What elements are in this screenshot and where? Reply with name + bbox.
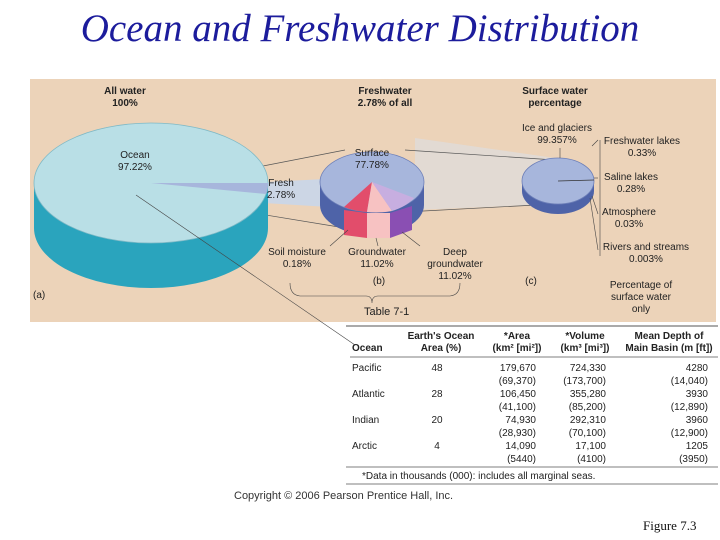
row-volume: 724,330 (173,700): [563, 363, 606, 387]
freshwater-lakes-label: Freshwater lakes 0.33%: [603, 136, 681, 159]
fresh-label: Fresh 2.78%: [266, 178, 296, 201]
surface-label: Surface 77.78%: [354, 148, 390, 171]
surface-water-header: Surface water percentage: [522, 86, 588, 109]
row-area: 179,670 (69,370): [498, 363, 536, 387]
row-depth: 1205 (3950): [679, 441, 708, 465]
row-volume: 17,100 (4100): [575, 441, 606, 465]
row-ocean: Atlantic: [352, 389, 385, 400]
all-water-header: All water 100%: [104, 86, 146, 109]
pie-b-leaders: [289, 229, 461, 304]
row-pct: 4: [434, 441, 440, 452]
pie-b: [319, 151, 425, 238]
table-title: Table 7-1: [364, 306, 410, 318]
ocean-leader: [135, 194, 356, 346]
groundwater-slice: [367, 182, 392, 213]
figure-number: Figure 7.3: [643, 518, 697, 533]
row-ocean: Indian: [352, 415, 380, 426]
row-depth: 3960 (12,900): [670, 415, 708, 439]
row-area: 14,090 (5440): [505, 441, 536, 465]
row-ocean: Arctic: [352, 441, 377, 452]
row-ocean: Pacific: [352, 363, 382, 374]
row-volume: 292,310 (70,100): [568, 415, 606, 439]
col-header-depth: Mean Depth of Main Basin (m [ft]): [625, 331, 713, 354]
deep-slice-side: [390, 206, 412, 238]
connector-line-c-top: [404, 149, 556, 161]
soil-slice: [344, 182, 372, 212]
ocean-label: Ocean 97.22%: [118, 150, 152, 173]
freshwater-header: Freshwater 2.78% of all: [357, 86, 413, 109]
copyright-notice: Copyright © 2006 Pearson Prentice Hall, …: [234, 490, 454, 502]
page-title: Ocean and Freshwater Distribution: [80, 7, 640, 50]
row-depth: 4280 (14,040): [670, 363, 708, 387]
groundwater-slice-side: [367, 213, 390, 238]
row-depth: 3930 (12,890): [670, 389, 708, 413]
fresh-slice: [151, 183, 268, 194]
col-header-area: *Area (km² [mi²]): [492, 331, 542, 354]
soil-slice-side: [344, 210, 367, 238]
surface-connector: [415, 138, 555, 210]
rivers-streams-label: Rivers and streams 0.003%: [602, 242, 690, 265]
row-pct: 20: [431, 415, 443, 426]
pie-c-divider: [557, 179, 595, 182]
panel-a-label: (a): [33, 290, 46, 301]
pie-c-leaders: [559, 139, 601, 256]
row-volume: 355,280 (85,200): [568, 389, 606, 413]
table-footnote: *Data in thousands (000): includes all m…: [362, 471, 596, 482]
col-header-volume: *Volume (km³ [mi³]): [560, 331, 610, 354]
row-pct: 48: [431, 363, 443, 374]
panel-b-label: (b): [372, 276, 386, 287]
row-pct: 28: [431, 389, 443, 400]
pie-c: [521, 157, 595, 214]
soil-moisture-label: Soil moisture 0.18%: [268, 247, 326, 270]
pie-a: [33, 122, 269, 288]
row-area: 74,930 (28,930): [498, 415, 536, 439]
col-header-area-pct: Earth's Ocean Area (%): [407, 331, 475, 354]
surface-water-note: Percentage of surface water only: [609, 280, 673, 315]
deep-groundwater-label: Deep groundwater 11.02%: [427, 247, 483, 282]
ice-glaciers-label: Ice and glaciers 99.357%: [521, 123, 593, 146]
saline-lakes-label: Saline lakes 0.28%: [604, 172, 658, 195]
atmosphere-label: Atmosphere 0.03%: [602, 207, 656, 230]
groundwater-label: Groundwater 11.02%: [348, 247, 406, 270]
row-area: 106,450 (41,100): [498, 389, 536, 413]
deep-slice: [372, 182, 414, 211]
panel-c-label: (c): [525, 276, 537, 287]
col-header-ocean: Ocean: [352, 343, 383, 354]
